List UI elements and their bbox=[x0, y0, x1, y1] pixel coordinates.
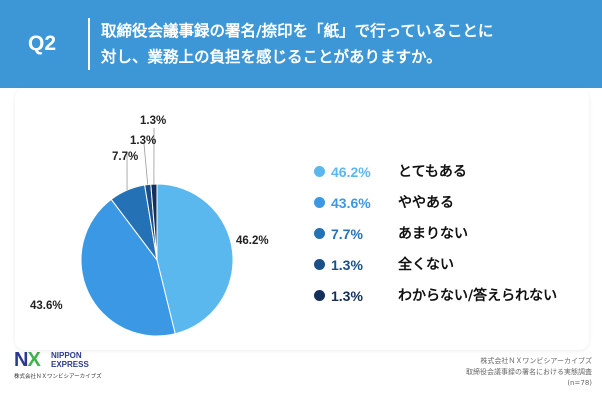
logo-n: N bbox=[14, 349, 28, 371]
header-divider bbox=[88, 18, 90, 70]
legend-label: わからない/答えられない bbox=[398, 288, 558, 304]
source-line-2: 取締役会議事録の署名における実態調査 bbox=[466, 368, 592, 376]
slice-value-label: 46.2% bbox=[236, 235, 269, 247]
logo-brand-line-1: NIPPON bbox=[51, 351, 82, 360]
legend-swatch bbox=[314, 228, 325, 239]
leader-line bbox=[143, 143, 149, 185]
slice-value-label: 1.3% bbox=[130, 135, 157, 147]
legend-item: 43.6% ややある bbox=[309, 191, 591, 215]
question-number: Q2 bbox=[28, 32, 57, 55]
legend-label: ややある bbox=[398, 195, 454, 211]
slice-value-label: 43.6% bbox=[30, 300, 63, 312]
question-line-1: 取締役会議事録の署名/捺印を「紙」で行っていることに bbox=[101, 22, 494, 40]
source-line-1: 株式会社ＮＸワンビシアーカイブズ bbox=[480, 357, 592, 365]
legend-item: 1.3% わからない/答えられない bbox=[309, 284, 591, 308]
legend-swatch bbox=[314, 259, 325, 270]
legend-item: 1.3% 全くない bbox=[309, 253, 591, 277]
logo-subtitle: 株式会社ＮＸワンビシアーカイブズ bbox=[14, 374, 102, 380]
legend-label: 全くない bbox=[398, 257, 454, 273]
slice-value-label: 1.3% bbox=[140, 115, 167, 127]
legend-percent: 1.3% bbox=[331, 257, 363, 273]
logo-brand-line-2: EXPRESS bbox=[51, 360, 89, 369]
legend-label: あまりない bbox=[398, 226, 468, 242]
legend-swatch bbox=[314, 197, 325, 208]
legend-item: 7.7% あまりない bbox=[309, 222, 591, 246]
question-line-2: 対し、業務上の負担を感じることがありますか。 bbox=[101, 48, 442, 66]
logo-x: X bbox=[27, 349, 40, 371]
legend-percent: 46.2% bbox=[331, 164, 371, 180]
legend-percent: 1.3% bbox=[331, 288, 363, 304]
pie-slice bbox=[156, 183, 234, 335]
question-text: 取締役会議事録の署名/捺印を「紙」で行っていることに 対し、業務上の負担を感じる… bbox=[101, 18, 591, 70]
source-note: 株式会社ＮＸワンビシアーカイブズ 取締役会議事録の署名における実態調査 (n=7… bbox=[372, 356, 592, 389]
question-header: Q2 取締役会議事録の署名/捺印を「紙」で行っていることに 対し、業務上の負担を… bbox=[0, 0, 602, 88]
legend-percent: 7.7% bbox=[331, 226, 363, 242]
legend-percent: 43.6% bbox=[331, 195, 371, 211]
legend-item: 46.2% とてもある bbox=[309, 160, 591, 184]
slice-value-label: 7.7% bbox=[112, 151, 139, 163]
source-line-3: (n=78) bbox=[567, 379, 592, 387]
pie-slice bbox=[150, 183, 158, 261]
nx-logo-mark: NX bbox=[14, 350, 48, 370]
legend-swatch bbox=[314, 166, 325, 177]
pie-slice bbox=[80, 198, 176, 337]
legend-swatch bbox=[314, 290, 325, 301]
company-logo: NX NIPPON EXPRESS 株式会社ＮＸワンビシアーカイブズ bbox=[14, 350, 144, 380]
legend-label: とてもある bbox=[398, 164, 467, 180]
logo-brand-text: NIPPON EXPRESS bbox=[51, 351, 131, 369]
